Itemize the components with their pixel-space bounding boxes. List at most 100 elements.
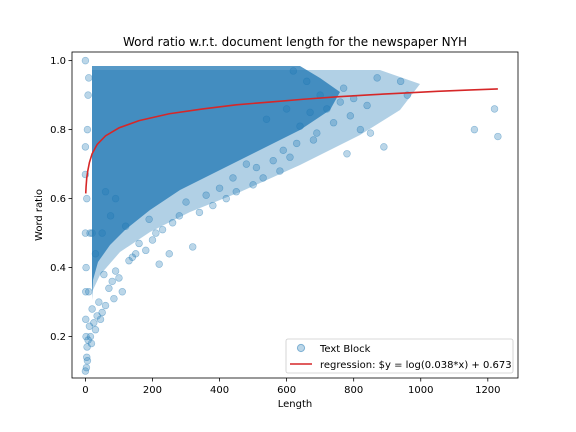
scatter-point — [91, 326, 100, 334]
scatter-point — [286, 153, 294, 161]
scatter-point — [90, 319, 98, 327]
scatter-point — [81, 56, 90, 65]
legend-label-scatter: Text Block — [319, 344, 371, 355]
scatter-point — [101, 188, 110, 196]
scatter-point — [168, 219, 177, 227]
scatter-point — [262, 115, 271, 123]
scatter-point — [96, 315, 105, 324]
scatter-point — [81, 367, 90, 375]
plot-frame — [71, 51, 519, 379]
scatter-point — [135, 239, 143, 248]
scatter-point — [91, 250, 100, 258]
scatter-series — [81, 56, 502, 375]
chart-title: Word ratio w.r.t. document length for th… — [123, 35, 467, 49]
scatter-point — [373, 74, 381, 82]
scatter-point — [85, 74, 93, 82]
regression-line — [84, 88, 498, 194]
scatter-point — [470, 125, 479, 134]
scatter-point — [209, 201, 217, 210]
x-tick-label: 600 — [277, 385, 296, 396]
scatter-point — [323, 105, 331, 113]
scatter-point — [165, 250, 173, 258]
scatter-point — [83, 194, 91, 203]
scatter-point — [229, 174, 237, 182]
y-tick-label: 1.0 — [50, 56, 66, 67]
scatter-point — [252, 163, 261, 172]
scatter-point — [158, 225, 167, 234]
scatter-point — [152, 229, 160, 237]
scatter-point — [100, 270, 108, 279]
scatter-point — [88, 229, 96, 237]
scatter-point — [155, 260, 163, 268]
legend-box — [285, 338, 514, 374]
scatter-point — [110, 294, 118, 303]
scatter-point — [81, 229, 90, 237]
scatter-point — [145, 215, 153, 224]
scatter-point — [83, 353, 91, 362]
scatter-point — [309, 136, 318, 144]
scatter-point — [101, 301, 110, 310]
scatter-point — [125, 257, 133, 265]
scatter-point — [111, 194, 120, 203]
scatter-point — [85, 288, 93, 296]
scatter-point — [296, 122, 304, 130]
scatter-point — [175, 212, 184, 220]
scatter-point — [276, 167, 284, 175]
scatter-point — [336, 98, 344, 106]
scatter-point — [215, 184, 224, 192]
legend-label-regression: regression: $y = log(0.038*x) + 0.673 — [320, 360, 512, 371]
x-tick-label: 400 — [210, 385, 229, 396]
scatter-point — [202, 191, 210, 199]
scatter-point — [83, 357, 92, 365]
scatter-point — [128, 253, 137, 261]
scatter-point — [490, 105, 499, 113]
x-tick-label: 800 — [344, 385, 363, 396]
scatter-point — [329, 119, 338, 127]
scatter-point — [84, 91, 92, 99]
scatter-point — [98, 229, 106, 237]
scatter-point — [189, 243, 197, 251]
scatter-point — [289, 67, 298, 75]
x-axis: 0 200 400 600 800 1000 1200 — [82, 378, 501, 396]
scatter-point — [306, 108, 314, 117]
x-tick-label: 0 — [82, 385, 88, 396]
x-tick-label: 200 — [143, 385, 162, 396]
scatter-point — [105, 284, 113, 293]
scatter-point — [132, 250, 140, 258]
scatter-point — [87, 339, 96, 348]
scatter-point — [142, 246, 150, 255]
scatter-point — [269, 156, 277, 165]
scatter-point — [108, 277, 116, 286]
scatter-point — [98, 308, 106, 317]
legend-scatter-marker — [296, 343, 306, 353]
scatter-point — [363, 101, 371, 110]
scatter-point — [84, 336, 92, 344]
scatter-point — [292, 139, 301, 148]
y-tick-label: 0.4 — [50, 263, 66, 274]
scatter-point — [111, 267, 120, 275]
scatter-point — [249, 181, 257, 189]
y-tick-label: 0.8 — [50, 125, 66, 136]
scatter-point — [494, 132, 502, 141]
scatter-point — [339, 84, 348, 92]
scatter-point — [95, 298, 103, 306]
scatter-point — [81, 143, 90, 151]
scatter-point — [82, 263, 90, 272]
scatter-point — [366, 129, 375, 137]
y-axis-label: Word ratio — [34, 189, 45, 241]
scatter-point — [118, 288, 127, 296]
scatter-point — [115, 274, 123, 282]
scatter-point — [182, 198, 190, 206]
scatter-point — [259, 174, 267, 182]
scatter-point — [93, 312, 101, 320]
scatter-point — [88, 305, 96, 313]
scatter-point — [346, 112, 355, 120]
scatter-point — [232, 188, 241, 196]
scatter-point — [313, 129, 321, 137]
scatter-point — [85, 322, 94, 330]
scatter-point — [86, 229, 94, 237]
regression-series — [84, 88, 498, 194]
scatter-point — [343, 150, 351, 158]
x-tick-label: 1200 — [475, 385, 500, 396]
